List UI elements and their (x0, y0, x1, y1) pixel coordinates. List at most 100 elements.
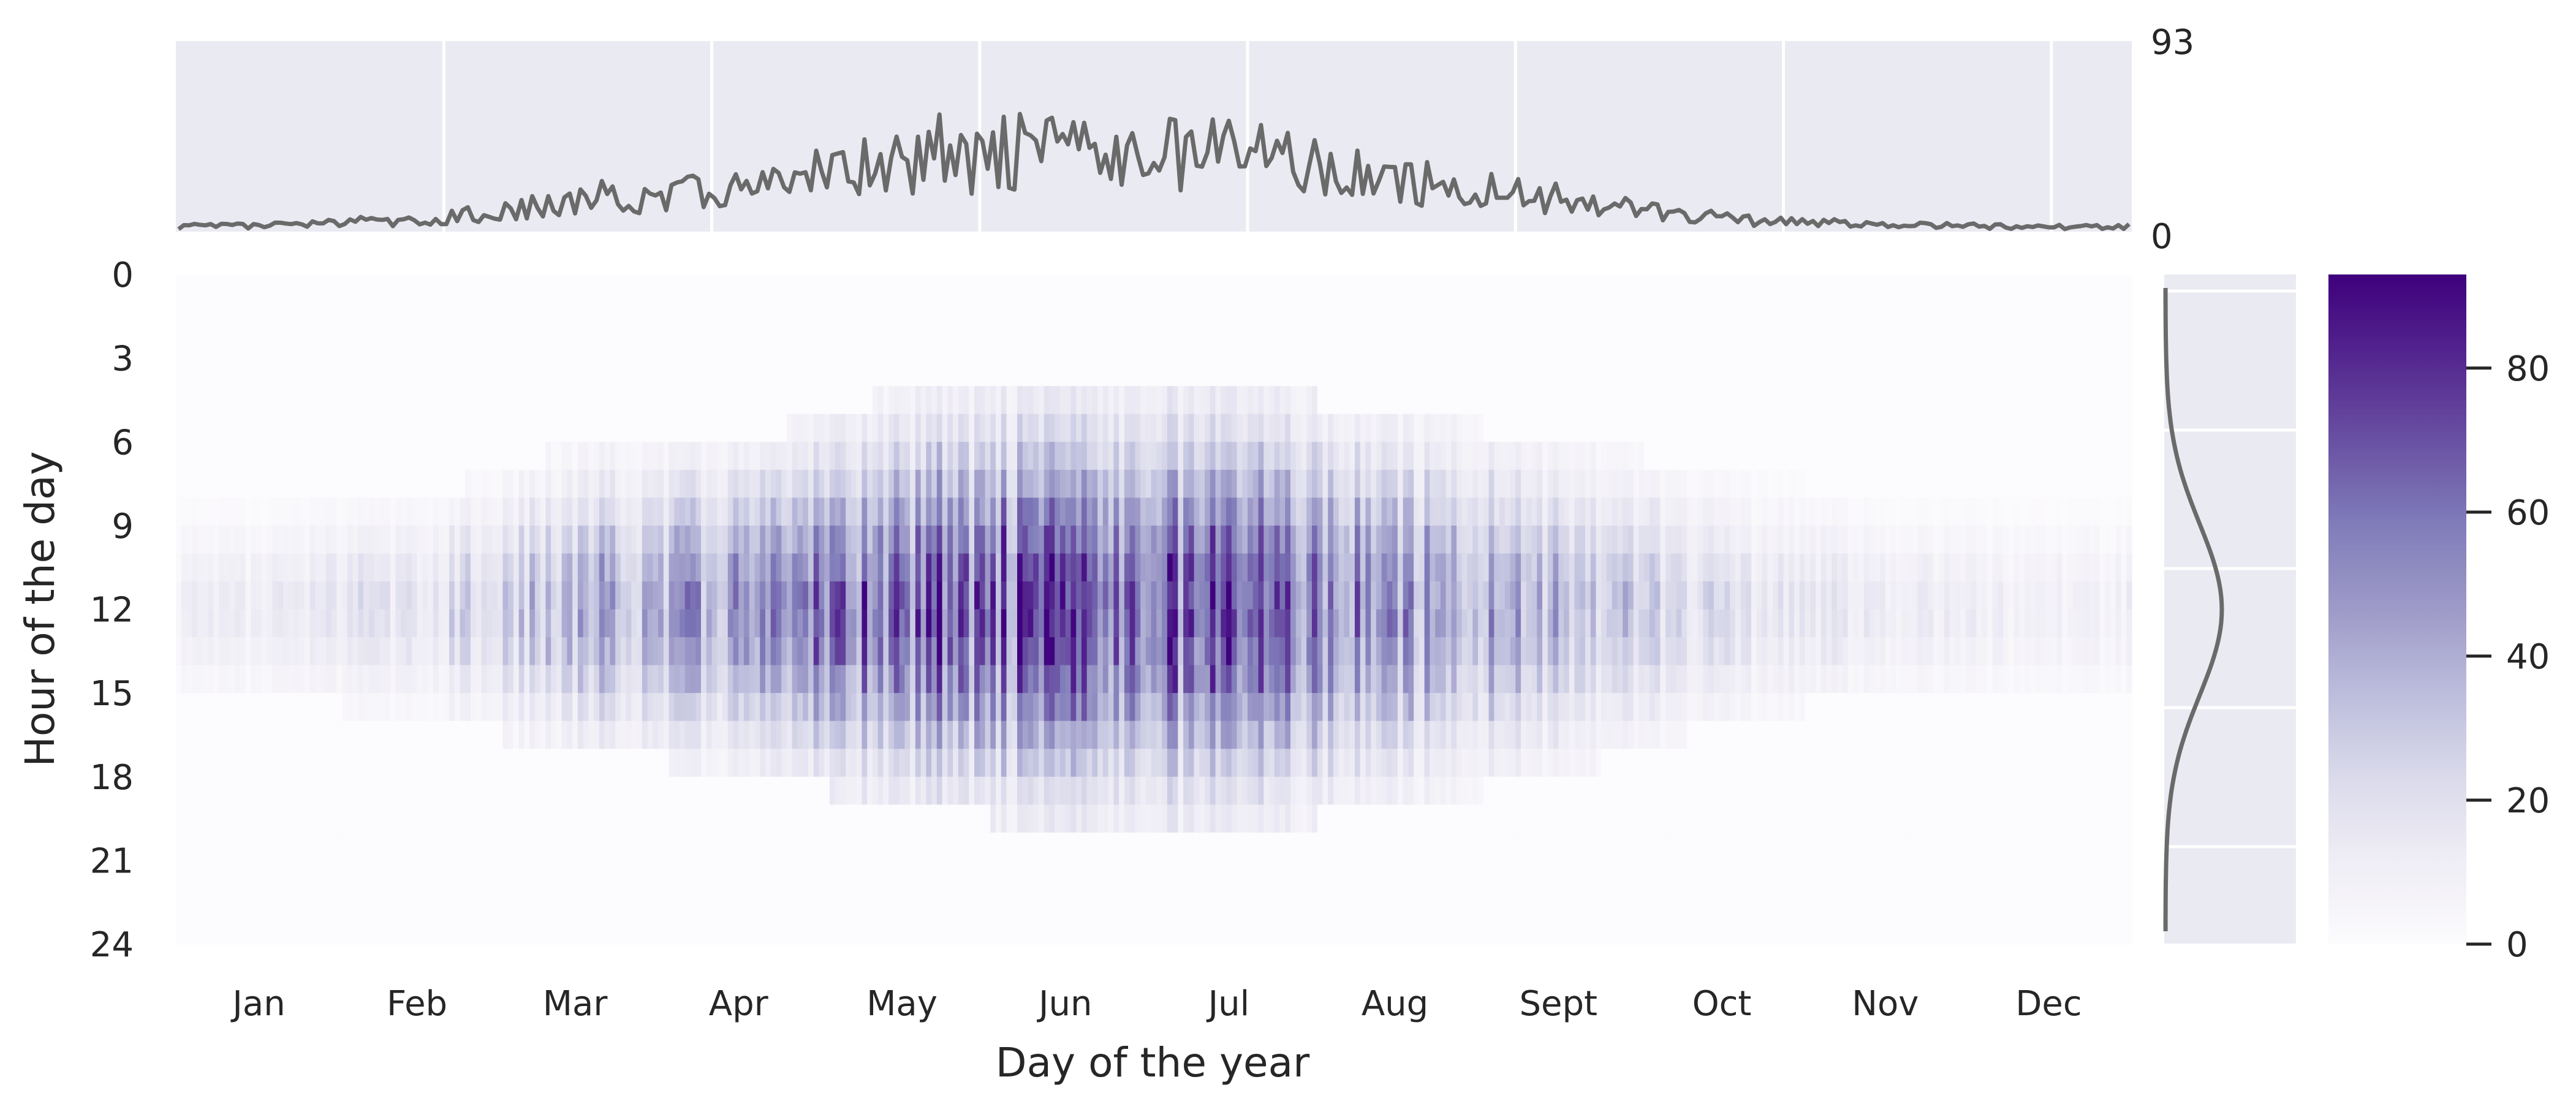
heatmap-cell (765, 860, 771, 889)
heatmap-cell (325, 386, 332, 415)
heatmap-cell (401, 749, 407, 777)
heatmap-cell (1252, 553, 1259, 582)
heatmap-cell (856, 274, 862, 303)
heatmap-cell (958, 358, 964, 387)
heatmap-cell (433, 888, 439, 917)
heatmap-cell (374, 330, 380, 359)
heatmap-cell (985, 302, 991, 331)
heatmap-cell (680, 414, 686, 442)
heatmap-cell (1028, 330, 1034, 359)
heatmap-cell (218, 749, 225, 777)
heatmap-cell (936, 553, 943, 582)
heatmap-cell (765, 749, 771, 777)
heatmap-cell (401, 609, 407, 638)
heatmap-cell (176, 776, 182, 805)
heatmap-cell (288, 888, 294, 917)
heatmap-cell (824, 581, 830, 610)
heatmap-cell (1194, 637, 1200, 666)
heatmap-cell (846, 665, 852, 694)
heatmap-cell (208, 469, 214, 498)
heatmap-cell (475, 358, 482, 387)
heatmap-cell (680, 637, 686, 666)
heatmap-cell (915, 525, 922, 554)
heatmap-cell (567, 274, 573, 303)
heatmap-cell (336, 749, 343, 777)
heatmap-cell (770, 721, 777, 749)
heatmap-cell (711, 637, 718, 666)
heatmap-cell (722, 525, 729, 554)
heatmap-cell (904, 637, 911, 666)
heatmap-cell (1124, 693, 1131, 722)
heatmap-cell (572, 693, 578, 722)
heatmap-cell (1086, 525, 1093, 554)
heatmap-cell (192, 860, 198, 889)
heatmap-cell (176, 497, 182, 526)
heatmap-cell (235, 581, 241, 610)
heatmap-cell (850, 274, 857, 303)
heatmap-cell (1006, 302, 1012, 331)
heatmap-cell (813, 497, 820, 526)
heatmap-cell (663, 497, 670, 526)
heatmap-cell (267, 414, 273, 442)
heatmap-cell (931, 414, 938, 442)
heatmap-cell (631, 330, 637, 359)
heatmap-cell (545, 749, 551, 777)
heatmap-cell (261, 860, 268, 889)
heatmap-cell (653, 665, 659, 694)
heatmap-cell (743, 442, 750, 471)
heatmap-cell (974, 860, 980, 889)
heatmap-cell (551, 302, 557, 331)
heatmap-cell (904, 609, 911, 638)
heatmap-cell (867, 749, 873, 777)
heatmap-cell (1044, 442, 1050, 471)
heatmap-cell (899, 665, 905, 694)
heatmap-cell (867, 525, 873, 554)
heatmap-cell (824, 693, 830, 722)
heatmap-cell (910, 497, 916, 526)
heatmap-cell (637, 693, 643, 722)
heatmap-cell (738, 860, 744, 889)
heatmap-cell (460, 525, 466, 554)
heatmap-cell (309, 553, 316, 582)
heatmap-cell (850, 525, 857, 554)
heatmap-cell (1156, 330, 1162, 359)
heatmap-cell (229, 414, 235, 442)
heatmap-cell (669, 860, 675, 889)
heatmap-cell (915, 693, 922, 722)
heatmap-cell (663, 525, 670, 554)
heatmap-cell (218, 414, 225, 442)
heatmap-cell (1279, 330, 1286, 359)
heatmap-cell (428, 274, 434, 303)
heatmap-cell (529, 916, 536, 945)
heatmap-cell (1140, 721, 1146, 749)
heatmap-cell (487, 302, 493, 331)
heatmap-cell (282, 525, 289, 554)
heatmap-cell (926, 414, 932, 442)
heatmap-cell (626, 525, 632, 554)
heatmap-cell (1135, 721, 1141, 749)
heatmap-cell (1172, 776, 1178, 805)
heatmap-cell (824, 832, 830, 861)
heatmap-cell (953, 665, 959, 694)
heatmap-cell (309, 637, 316, 666)
heatmap-cell (181, 497, 188, 526)
heatmap-cell (620, 749, 627, 777)
heatmap-cell (910, 469, 916, 498)
heatmap-cell (1022, 860, 1029, 889)
heatmap-cell (695, 414, 702, 442)
heatmap-cell (599, 302, 605, 331)
heatmap-cell (819, 804, 825, 833)
heatmap-cell (1059, 497, 1066, 526)
heatmap-cell (695, 553, 702, 582)
heatmap-cell (336, 274, 343, 303)
heatmap-cell (186, 525, 192, 554)
heatmap-cell (1269, 274, 1275, 303)
heatmap-cell (883, 553, 889, 582)
top-marginal-plot (176, 41, 2132, 232)
heatmap-cell (465, 414, 471, 442)
heatmap-cell (309, 414, 316, 442)
heatmap-cell (181, 776, 188, 805)
heatmap-cell (513, 525, 520, 554)
heatmap-cell (540, 581, 547, 610)
heatmap-cell (261, 581, 268, 610)
